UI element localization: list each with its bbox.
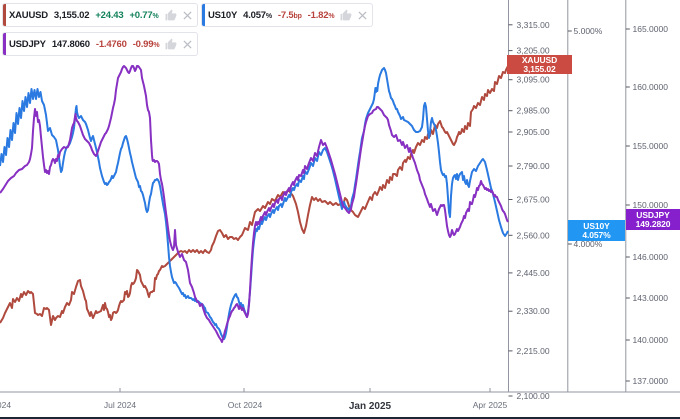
svg-text:Jul 2024: Jul 2024 — [104, 400, 136, 410]
svg-text:2,985.00: 2,985.00 — [517, 106, 550, 116]
svg-text:165.0000: 165.0000 — [633, 24, 669, 34]
svg-text:2,790.00: 2,790.00 — [517, 161, 550, 171]
svg-text:2,560.00: 2,560.00 — [517, 230, 550, 240]
svg-text:155.0000: 155.0000 — [633, 141, 669, 151]
svg-text:2,215.00: 2,215.00 — [517, 346, 550, 356]
svg-text:5.000%: 5.000% — [574, 26, 603, 36]
svg-text:2,330.00: 2,330.00 — [517, 306, 550, 316]
svg-text:Apr 2025: Apr 2025 — [473, 400, 508, 410]
svg-text:143.0000: 143.0000 — [633, 293, 669, 303]
svg-text:3,315.00: 3,315.00 — [517, 20, 550, 30]
svg-text:Jan 2025: Jan 2025 — [349, 401, 392, 412]
svg-text:137.0000: 137.0000 — [633, 376, 669, 386]
svg-text:Oct 2024: Oct 2024 — [228, 400, 263, 410]
svg-text:2,445.00: 2,445.00 — [517, 268, 550, 278]
svg-text:160.0000: 160.0000 — [633, 82, 669, 92]
svg-text:2,905.00: 2,905.00 — [517, 127, 550, 137]
svg-text:146.0000: 146.0000 — [633, 252, 669, 262]
svg-text:2,100.00: 2,100.00 — [517, 391, 550, 401]
svg-text:024: 024 — [0, 400, 11, 410]
svg-text:3,095.00: 3,095.00 — [517, 75, 550, 85]
svg-text:140.0000: 140.0000 — [633, 335, 669, 345]
svg-text:4.000%: 4.000% — [574, 239, 603, 249]
svg-text:3,205.00: 3,205.00 — [517, 46, 550, 56]
svg-text:2,675.00: 2,675.00 — [517, 195, 550, 205]
svg-text:150.0000: 150.0000 — [633, 200, 669, 210]
